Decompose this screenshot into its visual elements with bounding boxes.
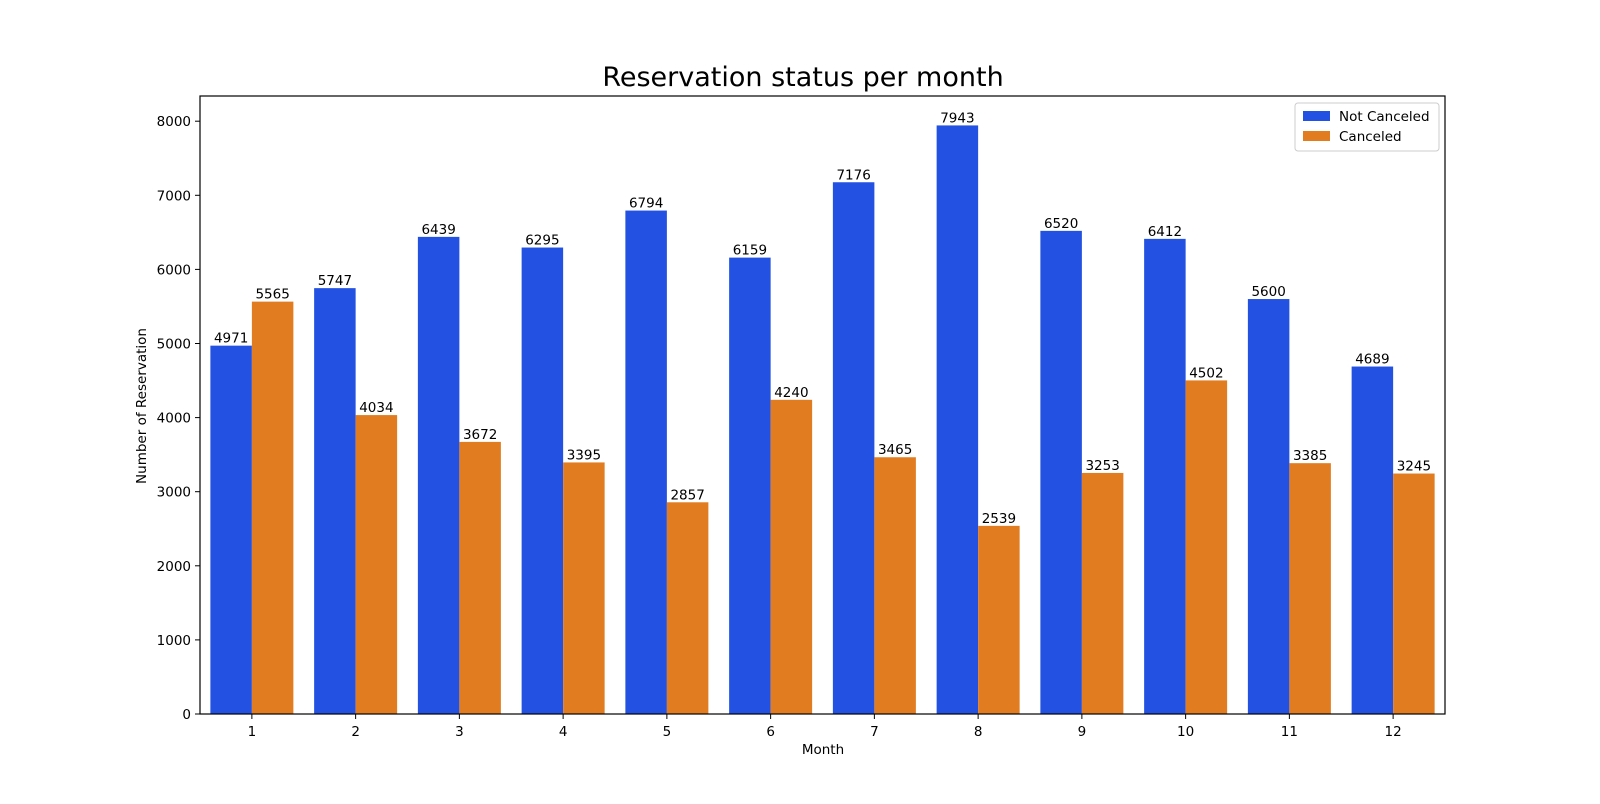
data-label: 7176	[836, 167, 870, 183]
bar-canceled-5	[666, 502, 709, 714]
bar-not-canceled-2	[314, 288, 356, 714]
bar-not-canceled-1	[210, 345, 252, 714]
bar-canceled-6	[770, 399, 813, 714]
data-label: 6295	[525, 233, 559, 249]
data-label: 6159	[733, 243, 767, 259]
x-tick-label: 4	[559, 724, 568, 740]
data-label: 4971	[214, 331, 248, 347]
bar-canceled-1	[251, 301, 294, 714]
bar-not-canceled-7	[832, 182, 875, 714]
bar-canceled-7	[874, 457, 916, 714]
legend-swatch-canceled	[1303, 131, 1330, 141]
y-tick-label: 7000	[157, 188, 191, 204]
x-tick-label: 8	[974, 724, 983, 740]
y-axis: 0 1000 2000 3000 4000 5000 6000 7000 8000	[157, 114, 200, 723]
data-label: 4034	[359, 400, 393, 416]
legend-label: Not Canceled	[1339, 109, 1430, 125]
data-label: 4502	[1189, 365, 1223, 381]
x-tick-label: 2	[351, 724, 360, 740]
data-label: 3672	[463, 427, 497, 443]
data-label: 3395	[567, 447, 601, 463]
x-tick-label: 9	[1078, 724, 1087, 740]
bar-canceled-8	[978, 525, 1020, 714]
data-label: 6794	[629, 196, 663, 212]
data-label: 6439	[421, 222, 455, 238]
bar-not-canceled-8	[936, 125, 979, 715]
legend: Not Canceled Canceled	[1294, 102, 1440, 152]
bar-not-canceled-9	[1040, 230, 1082, 715]
data-label: 4689	[1355, 352, 1389, 368]
chart-title: Reservation status per month	[602, 62, 1003, 93]
x-tick-label: 6	[766, 724, 775, 740]
x-tick-label: 3	[455, 724, 464, 740]
bar-not-canceled-6	[729, 257, 771, 714]
data-label: 2539	[982, 511, 1016, 527]
x-tick-label: 12	[1385, 724, 1402, 740]
y-tick-label: 5000	[157, 336, 191, 352]
legend-box	[1294, 102, 1440, 152]
bar-canceled-11	[1289, 463, 1331, 714]
y-tick-label: 2000	[157, 559, 191, 575]
data-label: 2857	[670, 487, 704, 503]
bar-not-canceled-10	[1144, 238, 1186, 714]
y-tick-label: 1000	[157, 633, 191, 649]
y-tick-label: 3000	[157, 485, 191, 501]
bar-canceled-12	[1393, 473, 1435, 714]
data-label: 3245	[1397, 459, 1431, 475]
bar-not-canceled-5	[625, 210, 667, 714]
y-tick-label: 6000	[157, 262, 191, 278]
y-tick-label: 4000	[157, 411, 191, 427]
y-tick-label: 0	[182, 707, 191, 723]
data-label: 5600	[1251, 284, 1285, 300]
bar-not-canceled-3	[417, 236, 460, 714]
data-label: 3253	[1085, 458, 1119, 474]
bar-not-canceled-12	[1351, 366, 1394, 714]
x-tick-label: 7	[870, 724, 879, 740]
bar-canceled-9	[1081, 472, 1124, 714]
x-tick-label: 10	[1177, 724, 1194, 740]
bar-canceled-3	[459, 441, 501, 714]
plot-frame	[199, 95, 1446, 715]
data-label: 3385	[1293, 448, 1327, 464]
bar-canceled-2	[355, 415, 398, 714]
data-label: 6412	[1148, 224, 1182, 240]
y-tick-label: 8000	[157, 114, 191, 130]
data-label: 6520	[1044, 216, 1078, 232]
x-axis-label: Month	[802, 742, 844, 758]
bar-not-canceled-4	[521, 247, 564, 715]
data-labels-layer: 4971 5565 5747 4034 6439 3672 6295 3395 6794 2857…	[214, 110, 1431, 526]
data-label: 5747	[318, 273, 352, 289]
data-label: 4240	[774, 385, 808, 401]
bar-not-canceled-11	[1247, 299, 1290, 714]
bars-layer	[210, 125, 1435, 715]
legend-label: Canceled	[1339, 129, 1402, 145]
data-label: 7943	[940, 110, 974, 126]
x-tick-label: 11	[1281, 724, 1298, 740]
x-tick-label: 1	[248, 724, 257, 740]
bar-canceled-10	[1185, 380, 1228, 714]
legend-swatch-not-canceled	[1303, 111, 1330, 121]
bar-canceled-4	[563, 462, 605, 714]
data-label: 5565	[255, 287, 289, 303]
data-label: 3465	[878, 442, 912, 458]
y-axis-label: Number of Reservation	[134, 328, 150, 484]
x-axis: 1 2 3 4 5 6 7 8 9 10 11 12	[248, 714, 1402, 740]
x-tick-label: 5	[663, 724, 672, 740]
